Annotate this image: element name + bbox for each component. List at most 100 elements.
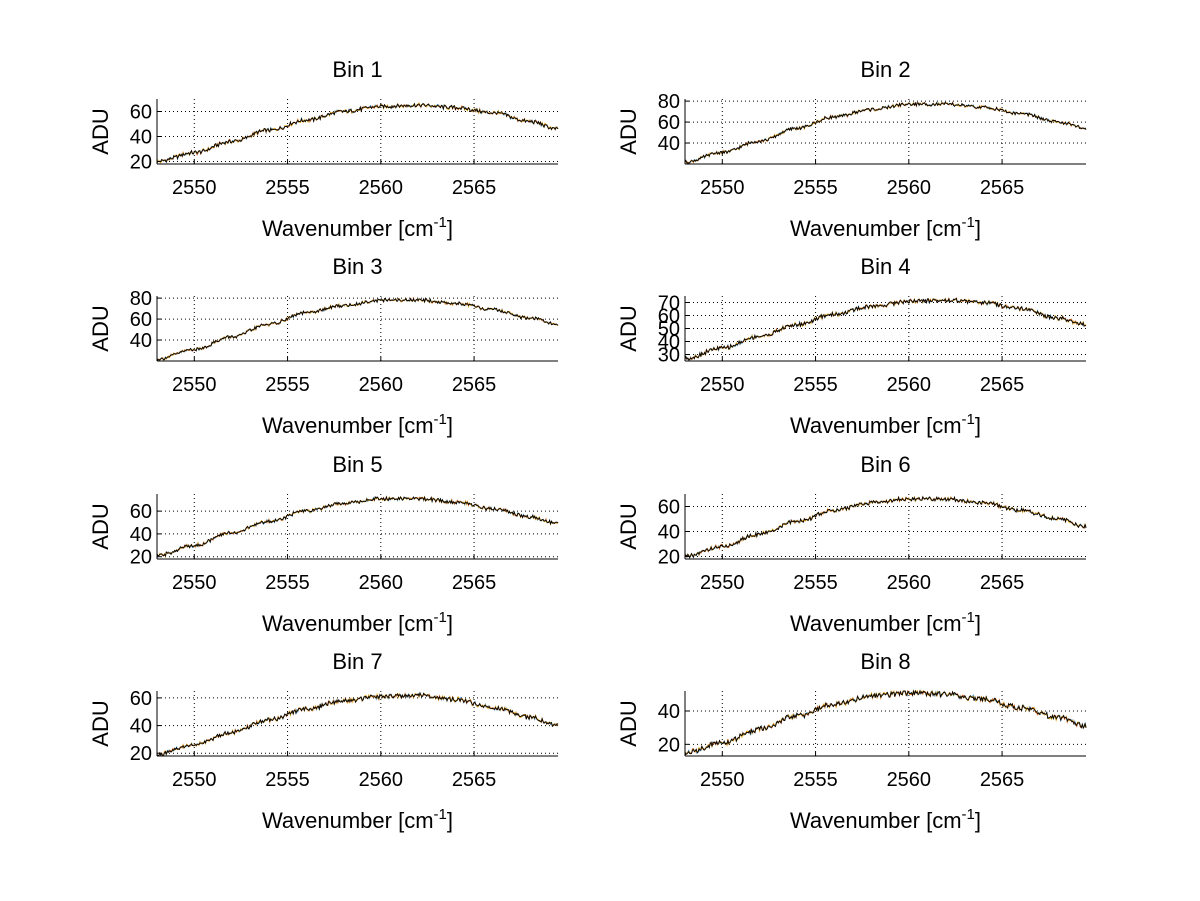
y-tick-label: 60: [658, 497, 680, 519]
subplot-8: Bin 8 2550 2555 2560 2565 20 40 ADU Wavenumber […: [616, 649, 1087, 833]
x-tick-label: 2560: [359, 177, 404, 199]
x-axis-label: Wavenumber [cm-1]: [790, 806, 981, 833]
x-tick-label: 2565: [452, 769, 497, 791]
subplot-7: Bin 7 2550 2555 2560 2565 20 40 60 ADU Wavenumber…: [88, 649, 559, 833]
y-tick-label: 60: [130, 501, 152, 523]
x-tick-label: 2560: [359, 769, 404, 791]
x-axis-label: Wavenumber [cm-1]: [262, 806, 453, 833]
subplot-title: Bin 1: [332, 57, 382, 82]
x-tick-label: 2550: [700, 177, 745, 199]
spectrum-series-line: [684, 297, 1087, 361]
x-tick-label: 2555: [793, 177, 838, 199]
x-axis-label-superscript: -1: [962, 609, 975, 626]
x-axis-label-close: ]: [447, 808, 453, 833]
subplot-6: Bin 6 2550 2555 2560 2565 20 40 60 ADU Wavenumber…: [616, 452, 1087, 636]
x-axis-label-superscript: -1: [962, 806, 975, 823]
x-axis-label-superscript: -1: [434, 806, 447, 823]
x-axis-label-close: ]: [975, 216, 981, 241]
y-axis-label: ADU: [88, 700, 113, 746]
x-tick-label: 2565: [980, 177, 1025, 199]
x-tick-label: 2560: [359, 572, 404, 594]
x-axis-label-main: Wavenumber [cm: [790, 216, 962, 241]
y-tick-label: 20: [130, 743, 152, 765]
x-axis-label: Wavenumber [cm-1]: [790, 609, 981, 636]
spectrum-series-line: [684, 495, 1087, 559]
x-tick-label: 2565: [452, 177, 497, 199]
y-axis-label: ADU: [616, 305, 641, 351]
x-tick-label: 2555: [793, 374, 838, 396]
x-axis-label-main: Wavenumber [cm: [790, 808, 962, 833]
x-tick-label: 2560: [887, 374, 932, 396]
spectrum-series-line: [684, 689, 1087, 756]
x-tick-label: 2555: [265, 177, 310, 199]
x-tick-label: 2555: [265, 572, 310, 594]
y-tick-label: 40: [658, 522, 680, 544]
y-tick-label: 40: [130, 330, 152, 352]
x-axis-label: Wavenumber [cm-1]: [262, 214, 453, 241]
y-tick-label: 20: [658, 734, 680, 756]
x-tick-label: 2550: [172, 177, 217, 199]
x-axis-label-superscript: -1: [962, 214, 975, 231]
subplot-title: Bin 6: [860, 452, 910, 477]
y-tick-label: 30: [658, 345, 680, 367]
x-axis-label-main: Wavenumber [cm: [262, 413, 434, 438]
y-tick-label: 40: [658, 133, 680, 155]
y-tick-label: 60: [130, 688, 152, 710]
x-axis-label: Wavenumber [cm-1]: [262, 411, 453, 438]
x-tick-label: 2555: [265, 374, 310, 396]
x-tick-label: 2560: [887, 177, 932, 199]
y-tick-label: 20: [130, 152, 152, 174]
y-tick-label: 80: [130, 288, 152, 310]
x-tick-label: 2560: [887, 572, 932, 594]
subplot-title: Bin 2: [860, 57, 910, 82]
y-tick-label: 60: [130, 102, 152, 124]
x-axis-label-main: Wavenumber [cm: [262, 216, 434, 241]
y-tick-label: 50: [658, 319, 680, 341]
y-axis-label: ADU: [88, 503, 113, 549]
x-axis-label-superscript: -1: [434, 214, 447, 231]
x-tick-label: 2565: [452, 374, 497, 396]
spectrum-series-line: [156, 691, 559, 757]
subplot-title: Bin 4: [860, 254, 910, 279]
y-tick-label: 70: [658, 293, 680, 315]
x-tick-label: 2565: [980, 769, 1025, 791]
x-tick-label: 2565: [452, 572, 497, 594]
x-axis-label: Wavenumber [cm-1]: [790, 411, 981, 438]
x-tick-label: 2550: [172, 572, 217, 594]
x-tick-label: 2550: [700, 572, 745, 594]
x-tick-label: 2565: [980, 374, 1025, 396]
y-tick-label: 20: [658, 547, 680, 569]
spectrum-series-line: [156, 297, 559, 361]
x-tick-label: 2555: [265, 769, 310, 791]
subplot-title: Bin 8: [860, 649, 910, 674]
y-axis-label: ADU: [616, 700, 641, 746]
spectrum-series-line: [684, 101, 1087, 164]
y-tick-label: 40: [658, 332, 680, 354]
subplot-title: Bin 3: [332, 254, 382, 279]
subplot-1: Bin 1 2550 2555 2560 2565 20 40 60 ADU Wavenumber…: [88, 57, 559, 241]
x-tick-label: 2555: [793, 769, 838, 791]
y-tick-label: 60: [658, 306, 680, 328]
y-tick-label: 40: [130, 716, 152, 738]
y-tick-label: 40: [130, 524, 152, 546]
x-axis-label-superscript: -1: [962, 411, 975, 428]
y-tick-label: 40: [130, 127, 152, 149]
x-tick-label: 2560: [887, 769, 932, 791]
x-axis-label-main: Wavenumber [cm: [262, 808, 434, 833]
subplot-title: Bin 5: [332, 452, 382, 477]
x-tick-label: 2565: [980, 572, 1025, 594]
y-axis-label: ADU: [88, 108, 113, 154]
x-tick-label: 2560: [359, 374, 404, 396]
x-tick-label: 2550: [700, 769, 745, 791]
y-tick-label: 80: [658, 91, 680, 113]
x-axis-label-main: Wavenumber [cm: [262, 611, 434, 636]
x-axis-label-main: Wavenumber [cm: [790, 413, 962, 438]
x-tick-label: 2555: [793, 572, 838, 594]
x-axis-label-close: ]: [975, 808, 981, 833]
y-tick-label: 40: [658, 701, 680, 723]
spectrum-series-line: [156, 495, 559, 558]
